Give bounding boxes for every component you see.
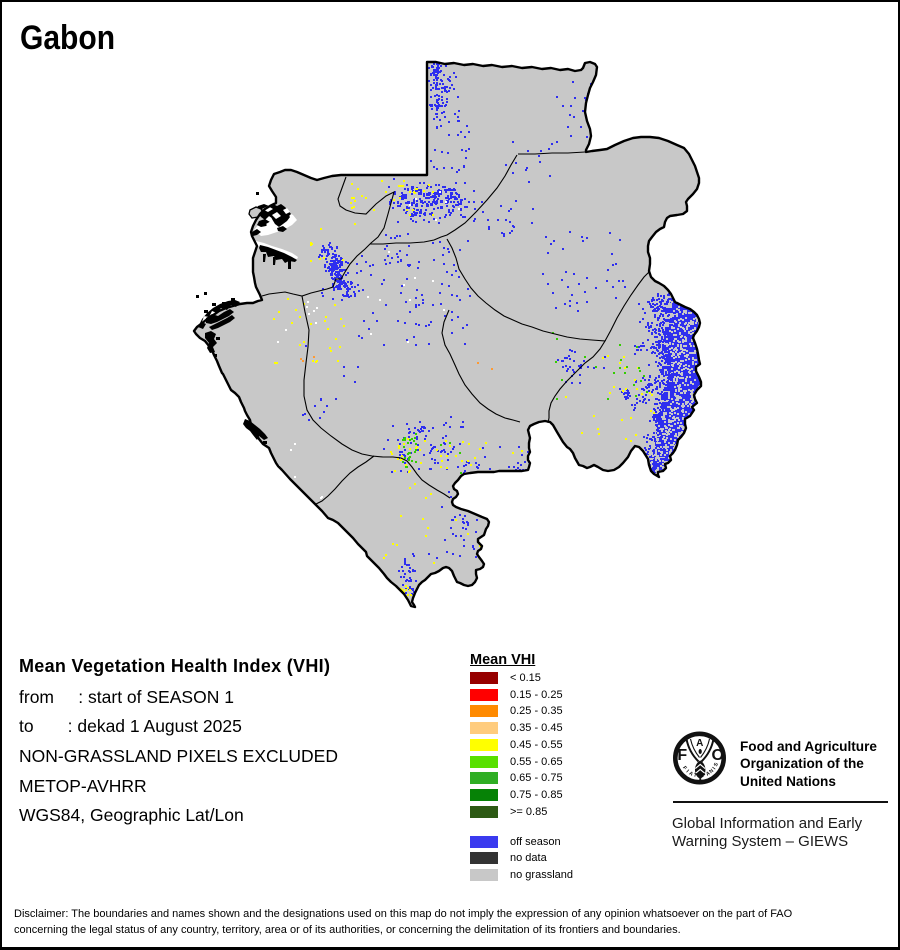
svg-text:S: S [713,762,720,768]
svg-text:A: A [705,770,711,777]
svg-text:P: P [702,772,707,779]
svg-text:N: N [708,768,715,775]
svg-text:I: I [712,766,718,771]
svg-text:O: O [711,747,723,764]
svg-text:T: T [693,772,698,779]
svg-text:A: A [688,771,694,778]
svg-text:F: F [681,765,688,771]
svg-text:I: I [685,769,691,775]
svg-text:A: A [696,738,703,749]
svg-text:F: F [677,747,687,764]
